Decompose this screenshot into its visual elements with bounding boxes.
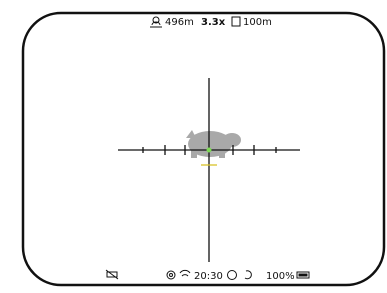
page: 496m 3.3x 100m 20:30 100% (() => { const… bbox=[0, 0, 387, 289]
distance: 496m bbox=[165, 17, 194, 28]
zoom: 3.3x bbox=[201, 17, 226, 28]
battery-percent: 100% bbox=[266, 271, 295, 282]
clock: 20:30 bbox=[194, 271, 223, 282]
center-dot bbox=[207, 148, 212, 153]
scope-screen: 496m 3.3x 100m 20:30 100% bbox=[0, 0, 387, 289]
zero-range: 100m bbox=[243, 17, 272, 28]
battery-level bbox=[299, 274, 308, 277]
